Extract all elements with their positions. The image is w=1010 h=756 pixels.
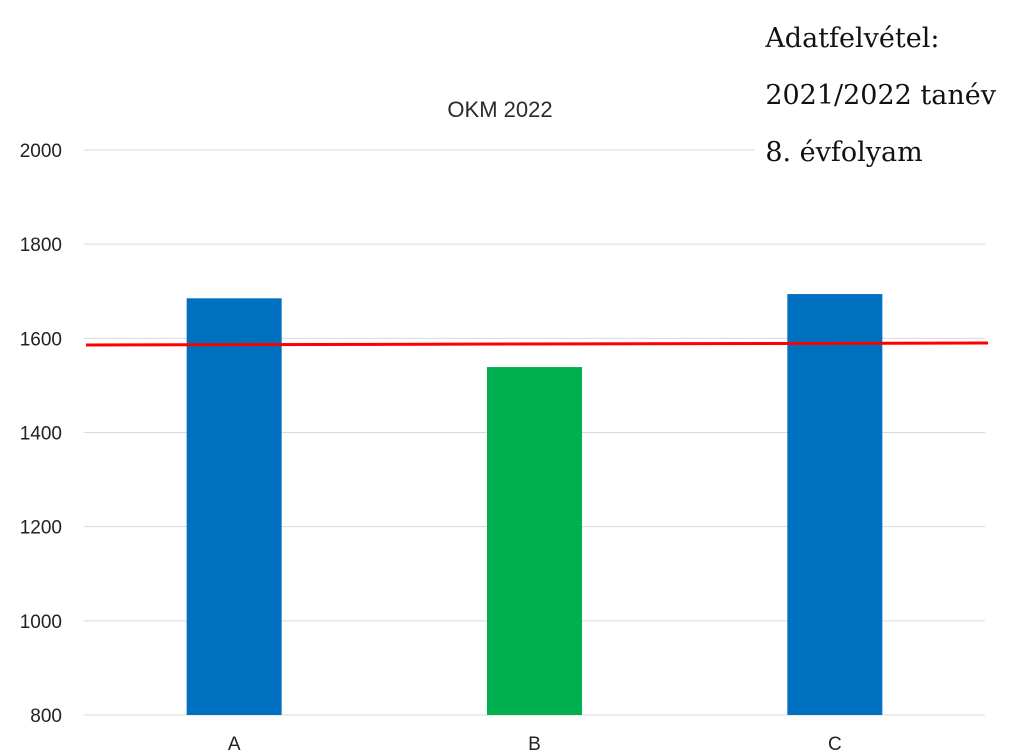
y-tick-label: 2000 <box>20 141 62 162</box>
reference-line <box>85 341 989 347</box>
y-tick-label: 1200 <box>20 518 62 539</box>
note-line-3: 8. évfolyam <box>765 137 923 168</box>
bars <box>186 294 883 715</box>
x-tick-label: A <box>228 734 241 755</box>
x-axis-labels: A B C <box>228 734 842 755</box>
y-tick-label: 800 <box>30 706 62 727</box>
chart-title: OKM 2022 <box>447 97 552 122</box>
bar-a <box>186 298 282 715</box>
data-collection-note: Adatfelvétel: 2021/2022 tanév 8. évfolya… <box>755 6 1004 187</box>
x-tick-label: C <box>828 734 842 755</box>
bar-c <box>787 294 883 715</box>
y-tick-label: 1800 <box>20 235 62 256</box>
x-tick-label: B <box>528 734 541 755</box>
y-tick-label: 1600 <box>20 329 62 350</box>
bar-b <box>487 367 582 715</box>
note-line-2: 2021/2022 tanév <box>765 80 996 111</box>
note-line-1: Adatfelvétel: <box>765 23 940 54</box>
y-tick-label: 1000 <box>20 612 62 633</box>
y-tick-label: 1400 <box>20 424 62 445</box>
y-axis-ticks: 800 1000 1200 1400 1600 1800 2000 <box>20 141 62 727</box>
